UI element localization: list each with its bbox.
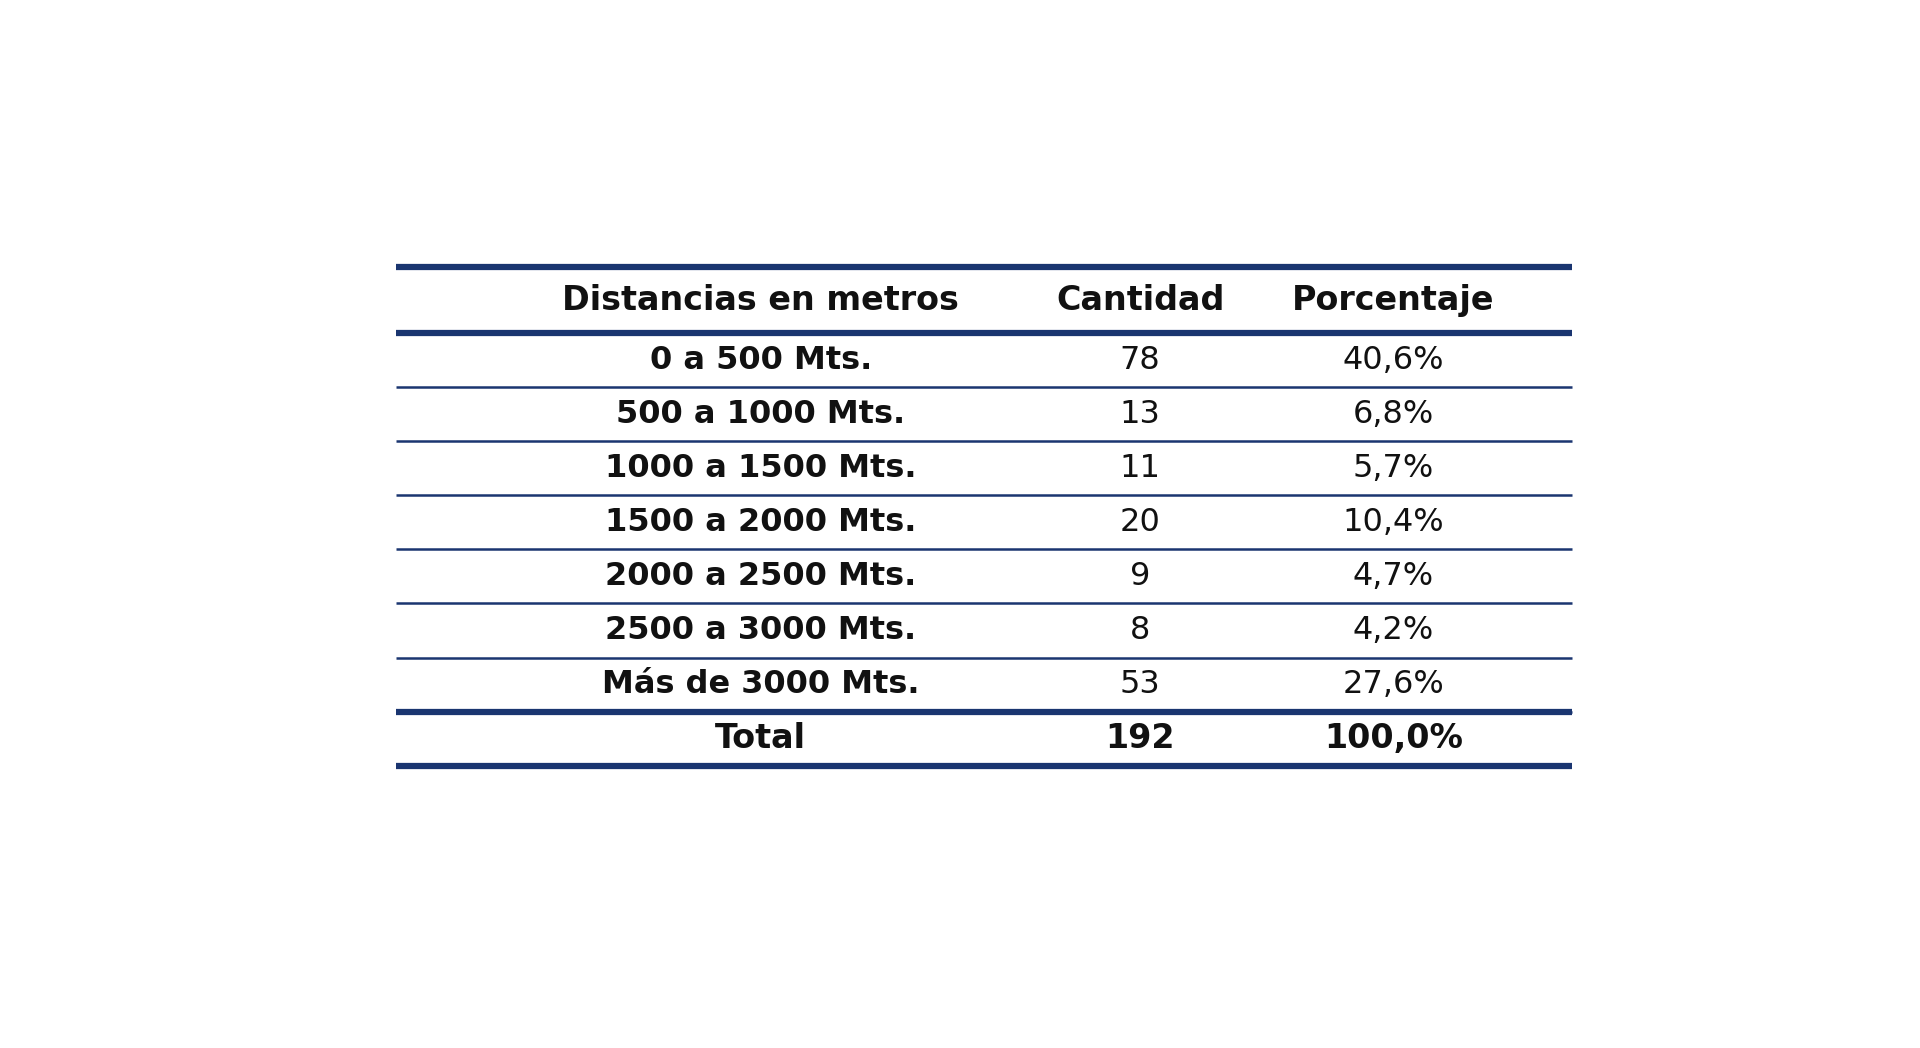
- Text: 20: 20: [1119, 507, 1162, 538]
- Text: 4,7%: 4,7%: [1352, 561, 1434, 592]
- Text: 8: 8: [1131, 615, 1150, 646]
- Text: 53: 53: [1119, 669, 1160, 700]
- Text: 27,6%: 27,6%: [1342, 669, 1444, 700]
- Text: 6,8%: 6,8%: [1352, 398, 1434, 430]
- Text: 11: 11: [1119, 453, 1162, 484]
- Text: 192: 192: [1106, 722, 1175, 756]
- Text: 2500 a 3000 Mts.: 2500 a 3000 Mts.: [605, 615, 916, 646]
- Text: 500 a 1000 Mts.: 500 a 1000 Mts.: [616, 398, 906, 430]
- Text: 9: 9: [1131, 561, 1150, 592]
- Text: Total: Total: [716, 722, 806, 756]
- Text: Porcentaje: Porcentaje: [1292, 284, 1494, 316]
- Text: 4,2%: 4,2%: [1352, 615, 1434, 646]
- Text: 40,6%: 40,6%: [1342, 345, 1444, 375]
- Text: Distancias en metros: Distancias en metros: [563, 284, 960, 316]
- Text: 100,0%: 100,0%: [1323, 722, 1463, 756]
- Text: 10,4%: 10,4%: [1342, 507, 1444, 538]
- Text: 1000 a 1500 Mts.: 1000 a 1500 Mts.: [605, 453, 916, 484]
- Text: Cantidad: Cantidad: [1056, 284, 1225, 316]
- Text: 78: 78: [1119, 345, 1160, 375]
- Text: 2000 a 2500 Mts.: 2000 a 2500 Mts.: [605, 561, 916, 592]
- Text: 0 a 500 Mts.: 0 a 500 Mts.: [649, 345, 872, 375]
- Text: 1500 a 2000 Mts.: 1500 a 2000 Mts.: [605, 507, 916, 538]
- Text: Más de 3000 Mts.: Más de 3000 Mts.: [603, 669, 920, 700]
- Text: 13: 13: [1119, 398, 1162, 430]
- Text: 5,7%: 5,7%: [1352, 453, 1434, 484]
